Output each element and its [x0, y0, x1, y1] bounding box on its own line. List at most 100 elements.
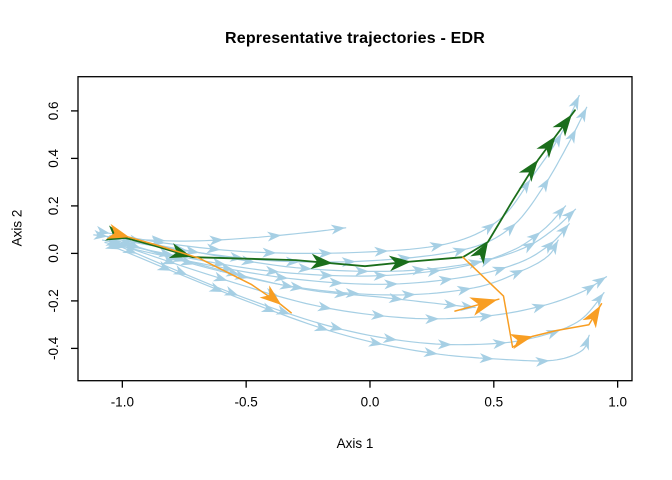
- arrowhead-background-11: [313, 321, 329, 332]
- arrowhead-background-11: [423, 347, 438, 358]
- arrowhead-background-7: [401, 290, 416, 301]
- x-tick-label: -0.5: [235, 395, 258, 410]
- arrowhead-background-5: [354, 266, 369, 277]
- arrowhead-background-6: [328, 277, 344, 288]
- arrowhead-background-9: [531, 303, 546, 314]
- arrowhead-background-8: [279, 279, 294, 290]
- arrowhead-background-7: [456, 285, 472, 296]
- trajectory-representative-green: [114, 109, 576, 268]
- arrowhead-background-2: [518, 179, 531, 195]
- arrowhead-background-11: [479, 353, 494, 364]
- arrowhead-background-6: [540, 240, 555, 254]
- arrowhead-representative-orange-1: [106, 223, 130, 239]
- trajectory-representative-orange-1: [116, 233, 292, 314]
- arrowhead-background-10: [492, 339, 507, 350]
- arrowhead-representative-green: [536, 136, 556, 159]
- arrowhead-background-1: [209, 235, 224, 246]
- trajectory-background-10: [110, 242, 605, 346]
- arrowhead-background-8: [119, 237, 135, 247]
- arrowhead-background-4: [526, 232, 541, 245]
- arrowhead-background-7: [345, 288, 360, 299]
- arrowhead-background-10: [275, 305, 291, 315]
- arrowhead-background-9: [478, 312, 493, 322]
- arrowhead-background-4: [319, 270, 334, 281]
- trajectory-background-2: [99, 94, 580, 254]
- arrowhead-background-6: [384, 279, 399, 290]
- arrowhead-background-11: [368, 336, 383, 347]
- arrowhead-background-10: [382, 333, 398, 344]
- arrowhead-background-2: [550, 133, 562, 148]
- arrowhead-background-9: [581, 284, 596, 296]
- arrowhead-background-4: [426, 267, 442, 277]
- x-axis-label: Axis 1: [336, 436, 374, 451]
- arrowhead-background-10: [591, 293, 604, 308]
- plot-box: [77, 76, 633, 382]
- arrowhead-representative-orange-3: [469, 297, 498, 316]
- arrowhead-representative-green: [470, 241, 488, 265]
- arrowhead-background-2: [480, 222, 496, 236]
- y-tick-label: 0.4: [46, 149, 61, 168]
- trajectory-background-3: [106, 106, 588, 263]
- arrowhead-background-5: [467, 259, 483, 270]
- trajectory-background-11: [108, 244, 590, 362]
- arrowhead-background-1: [330, 224, 346, 235]
- arrowhead-background-9: [370, 309, 386, 320]
- arrowhead-background-2: [95, 225, 110, 236]
- y-tick-label: -0.4: [46, 336, 61, 360]
- arrowhead-background-3: [502, 223, 516, 237]
- arrowhead-background-10: [328, 321, 344, 332]
- trajectory-background-5: [109, 208, 577, 272]
- arrowhead-background-6: [491, 266, 507, 277]
- arrowhead-background-9: [212, 271, 228, 282]
- arrowhead-background-2: [374, 246, 389, 257]
- arrowhead-background-6: [556, 224, 569, 238]
- arrowhead-background-6: [273, 271, 289, 282]
- arrowhead-background-11: [156, 260, 172, 271]
- arrowhead-background-2: [568, 95, 579, 111]
- arrowhead-background-3: [565, 129, 576, 144]
- arrowhead-background-9: [317, 301, 332, 312]
- chart-title: Representative trajectories - EDR: [224, 30, 486, 47]
- y-tick-label: 0.2: [46, 197, 61, 216]
- arrowhead-background-9: [425, 314, 440, 325]
- arrowhead-background-8: [443, 299, 458, 310]
- arrowhead-background-10: [437, 339, 452, 350]
- arrowhead-background-11: [208, 282, 224, 292]
- x-tick-label: 0.0: [361, 395, 380, 410]
- arrowhead-background-3: [537, 178, 549, 193]
- arrowhead-background-11: [579, 335, 589, 351]
- arrowhead-background-7: [509, 269, 524, 281]
- arrowhead-background-4: [552, 206, 566, 221]
- arrowhead-background-5: [240, 255, 256, 266]
- arrowhead-background-4: [211, 257, 227, 268]
- arrowhead-background-3: [229, 251, 244, 262]
- arrowhead-background-11: [260, 302, 276, 313]
- x-tick-label: 1.0: [608, 395, 627, 410]
- x-tick-label: -1.0: [111, 395, 134, 410]
- y-tick-label: -0.2: [46, 289, 61, 312]
- arrowhead-representative-green: [552, 114, 572, 137]
- arrowhead-background-10: [122, 243, 137, 254]
- arrowhead-background-4: [373, 270, 388, 281]
- arrowhead-background-3: [575, 107, 587, 123]
- arrowhead-background-1: [93, 229, 108, 240]
- y-tick-label: 0.0: [46, 244, 61, 263]
- arrowhead-background-2: [262, 247, 277, 258]
- trajectory-background-9: [109, 240, 608, 320]
- y-tick-label: 0.6: [46, 102, 61, 121]
- arrowhead-background-4: [265, 265, 280, 276]
- arrowhead-background-2: [206, 243, 221, 254]
- arrowhead-representative-orange-2: [582, 305, 601, 329]
- arrowhead-background-8: [333, 288, 349, 299]
- arrowhead-representative-green: [518, 159, 538, 182]
- arrowhead-background-1: [266, 231, 282, 242]
- arrowhead-background-5: [521, 242, 536, 254]
- arrowhead-background-6: [438, 275, 453, 286]
- arrowhead-background-7: [546, 240, 558, 256]
- arrowhead-background-9: [591, 276, 607, 289]
- arrowhead-background-5: [297, 262, 313, 273]
- arrowhead-background-5: [184, 245, 200, 256]
- arrowhead-background-2: [429, 242, 444, 252]
